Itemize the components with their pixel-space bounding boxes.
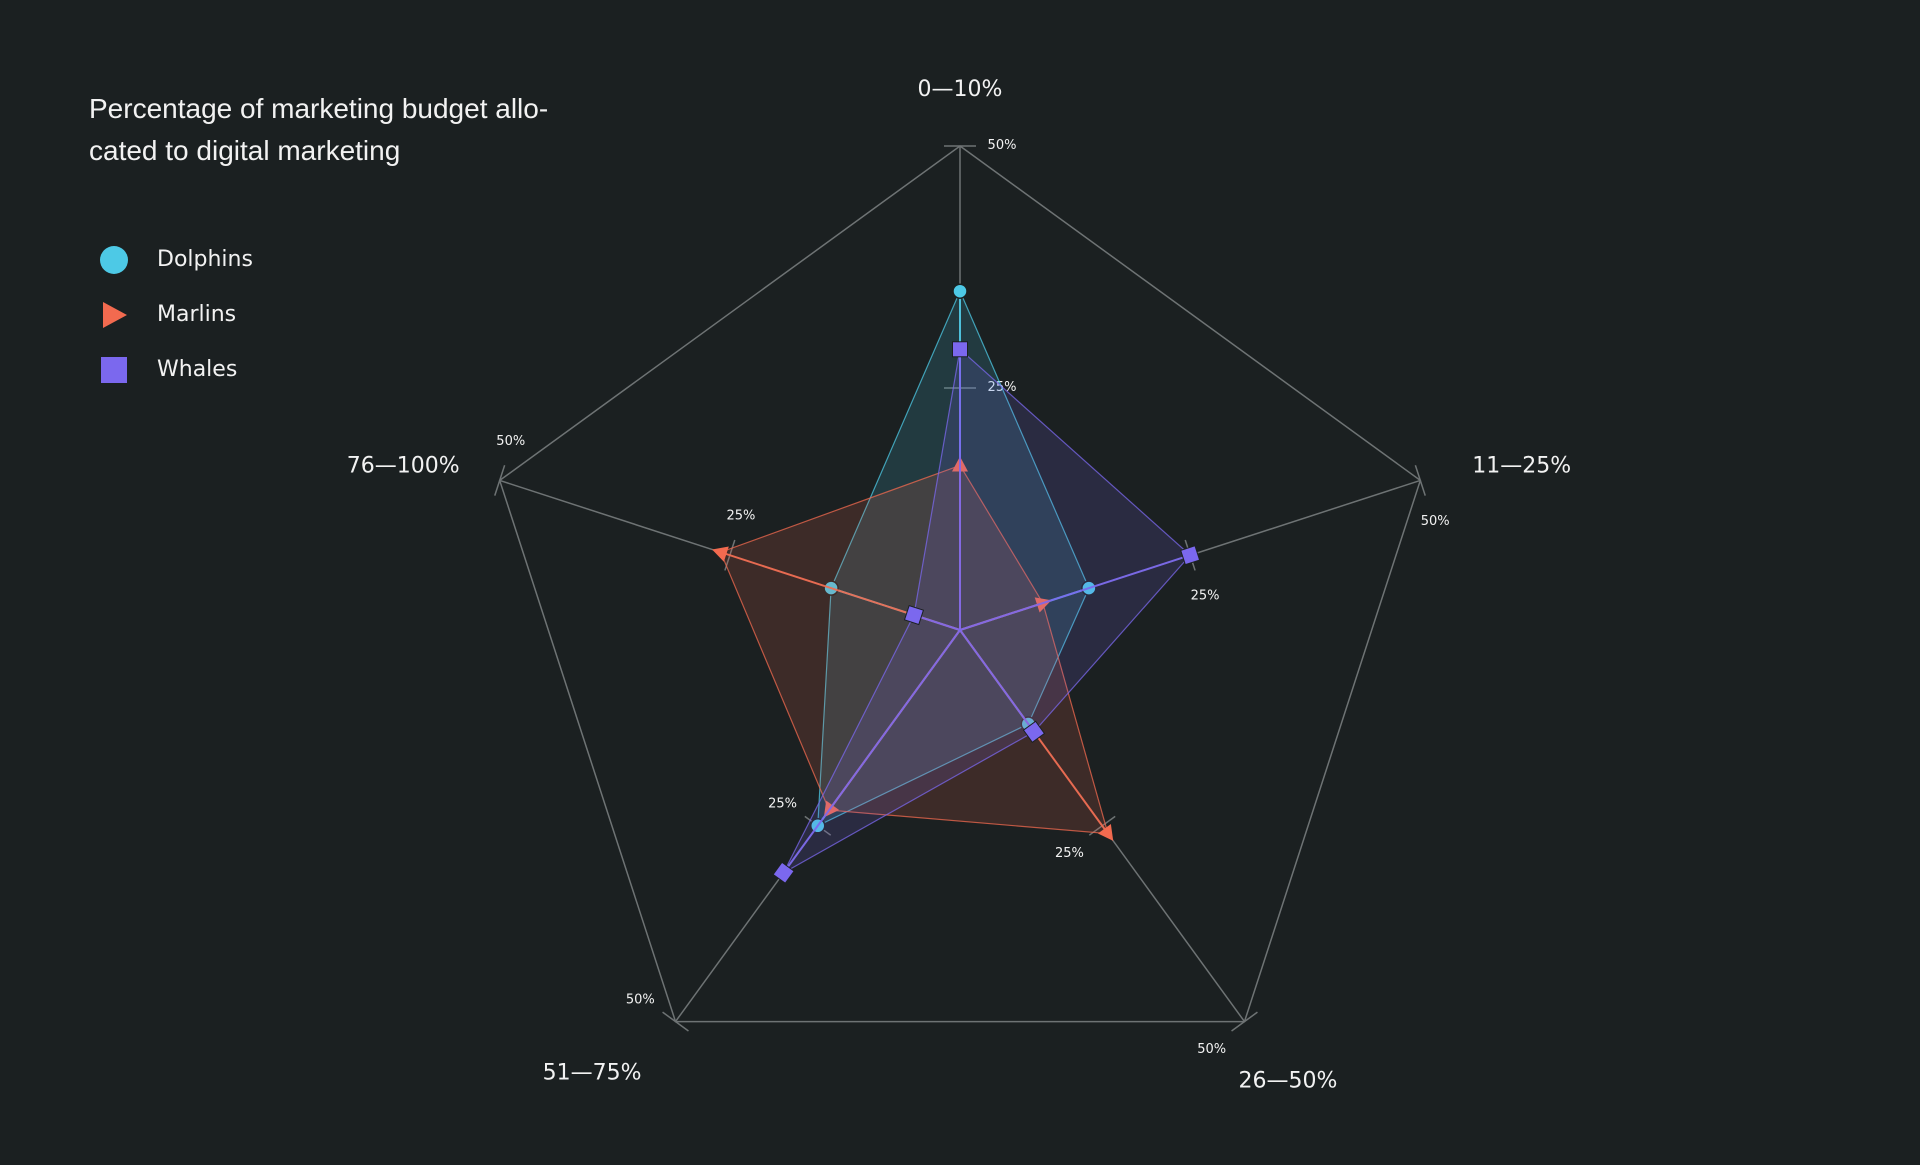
data-point-square [1022,720,1046,743]
axis-tick-mark [1231,1011,1258,1032]
data-point-square [903,604,925,626]
series-whales [772,341,1201,884]
series-spoke-line [782,629,961,874]
series-area [719,464,1109,835]
tick-label: 25% [1055,846,1084,861]
data-point-square [772,861,795,884]
legend-label: Marlins [157,302,237,327]
axis-category-label: 11—25% [1472,453,1571,478]
data-point-square [1180,545,1201,566]
chart-title: Percentage of marketing budget allo- cat… [89,93,549,166]
data-point-triangle [712,546,729,562]
legend: Dolphins Marlins Whales [98,232,253,397]
series-spoke-line [959,554,1191,631]
axis-tick-mark [1414,464,1426,496]
data-point-circle [952,283,968,299]
legend-item-whales[interactable]: Whales [98,342,253,397]
axis-category-label: 51—75% [543,1061,642,1086]
axis-tick-mark [662,1011,689,1032]
data-point-square [952,341,968,358]
tick-label: 50% [496,434,525,449]
legend-item-marlins[interactable]: Marlins [98,287,253,342]
tick-label: 50% [626,992,655,1007]
series-spoke-line [913,614,961,631]
tick-label: 25% [726,509,755,524]
tick-label: 25% [768,797,797,812]
data-point-triangle [1097,824,1114,841]
tick-label: 50% [1421,514,1450,529]
tick-label: 25% [1191,589,1220,604]
axis-category-label: 26—50% [1238,1069,1337,1094]
tick-label: 50% [988,138,1017,153]
legend-label: Whales [157,357,238,382]
series-spoke-line [959,629,1035,733]
series-area [817,289,1090,827]
series-area [782,348,1192,875]
triangle-icon [98,299,130,331]
legend-label: Dolphins [157,247,253,272]
grid-outer-polygon [498,145,1422,1023]
legend-item-dolphins[interactable]: Dolphins [98,232,253,287]
circle-icon [98,244,130,276]
square-icon [98,354,130,386]
axis-tick-mark [494,464,506,496]
tick-label: 50% [1197,1042,1226,1057]
axis-category-label: 0—10% [918,77,1003,102]
axis-category-label: 76—100% [347,453,460,478]
